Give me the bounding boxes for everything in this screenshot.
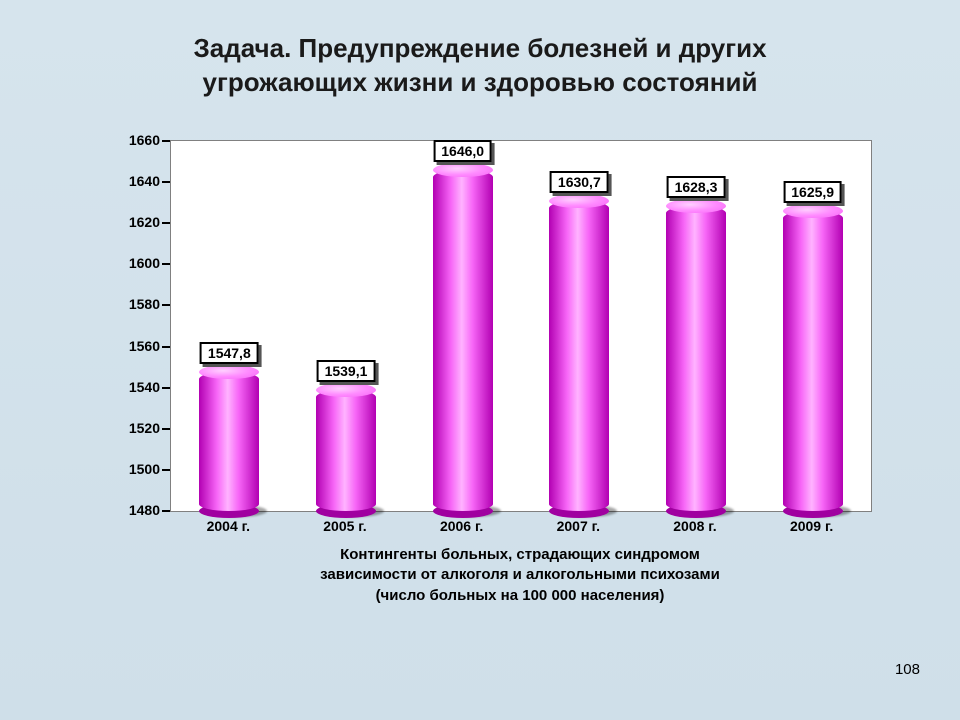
value-label: 1539,1: [317, 360, 376, 382]
y-tick-label: 1620: [105, 214, 160, 230]
bar-chart: 1480150015201540156015801600162016401660…: [110, 140, 870, 610]
bar-top: [316, 383, 376, 397]
bar-top: [783, 204, 843, 218]
value-label: 1630,7: [550, 171, 609, 193]
value-label-text: 1630,7: [550, 171, 609, 193]
y-tick: [162, 263, 170, 265]
y-tick-label: 1540: [105, 379, 160, 395]
y-tick-label: 1560: [105, 338, 160, 354]
x-tick-label: 2006 г.: [403, 518, 520, 534]
bar: 1547,8: [199, 372, 259, 511]
bar-slot: 1547,8: [171, 141, 288, 511]
bar-slot: 1630,7: [521, 141, 638, 511]
y-tick: [162, 181, 170, 183]
y-tick-label: 1480: [105, 502, 160, 518]
title-line-2: угрожающих жизни и здоровью состояний: [203, 67, 758, 97]
x-tick-label: 2007 г.: [520, 518, 637, 534]
axis-caption-line-1: Контингенты больных, страдающих синдромо…: [340, 546, 700, 563]
bar-slot: 1625,9: [754, 141, 871, 511]
plot-area: 1547,8 1539,1 1646,0 1630,7 1628,3 1625,9: [170, 140, 872, 512]
bars-layer: 1547,8 1539,1 1646,0 1630,7 1628,3 1625,9: [171, 141, 871, 511]
bar: 1646,0: [433, 170, 493, 511]
bar-body: [316, 390, 376, 511]
bar-body: [549, 201, 609, 511]
page-number: 108: [895, 661, 920, 678]
x-tick-label: 2008 г.: [637, 518, 754, 534]
value-label-text: 1646,0: [433, 140, 492, 162]
bar-slot: 1539,1: [288, 141, 405, 511]
value-label-text: 1628,3: [667, 176, 726, 198]
y-tick: [162, 428, 170, 430]
y-tick: [162, 222, 170, 224]
bar-slot: 1628,3: [638, 141, 755, 511]
axis-caption-line-3: (число больных на 100 000 населения): [376, 587, 665, 604]
y-tick-label: 1660: [105, 132, 160, 148]
y-tick: [162, 469, 170, 471]
bar: 1625,9: [783, 211, 843, 511]
axis-caption-line-2: зависимости от алкоголя и алкогольными п…: [320, 566, 720, 583]
y-tick: [162, 304, 170, 306]
bar-top: [666, 199, 726, 213]
y-tick-label: 1520: [105, 420, 160, 436]
bar-body: [433, 170, 493, 511]
bar-slot: 1646,0: [404, 141, 521, 511]
y-tick-label: 1580: [105, 296, 160, 312]
bar-top: [549, 194, 609, 208]
y-tick-label: 1600: [105, 255, 160, 271]
y-tick: [162, 140, 170, 142]
value-label: 1646,0: [433, 140, 492, 162]
bar-top: [433, 163, 493, 177]
y-tick: [162, 346, 170, 348]
value-label-text: 1625,9: [783, 181, 842, 203]
page-title: Задача. Предупреждение болезней и других…: [0, 32, 960, 100]
y-tick: [162, 387, 170, 389]
bar: 1628,3: [666, 206, 726, 511]
x-tick-label: 2004 г.: [170, 518, 287, 534]
axis-caption: Контингенты больных, страдающих синдромо…: [170, 545, 870, 606]
value-label: 1625,9: [783, 181, 842, 203]
x-tick-label: 2005 г.: [287, 518, 404, 534]
value-label: 1628,3: [667, 176, 726, 198]
value-label: 1547,8: [200, 342, 259, 364]
bar: 1630,7: [549, 201, 609, 511]
y-tick: [162, 510, 170, 512]
x-tick-label: 2009 г.: [753, 518, 870, 534]
value-label-text: 1539,1: [317, 360, 376, 382]
y-tick-label: 1640: [105, 173, 160, 189]
y-tick-label: 1500: [105, 461, 160, 477]
bar-body: [783, 211, 843, 511]
bar-top: [199, 365, 259, 379]
bar-body: [666, 206, 726, 511]
value-label-text: 1547,8: [200, 342, 259, 364]
title-line-1: Задача. Предупреждение болезней и других: [193, 33, 766, 63]
bar-body: [199, 372, 259, 511]
bar: 1539,1: [316, 390, 376, 511]
